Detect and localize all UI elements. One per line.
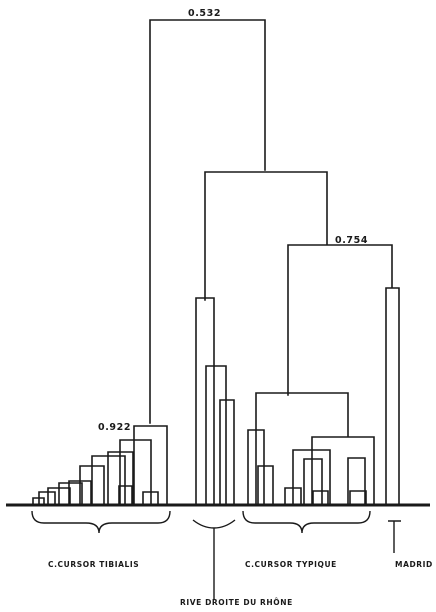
rhone-brace [192, 519, 236, 600]
tibialis-group-label: C.CURSOR TIBIALIS [48, 560, 139, 569]
tibialis-brace [31, 510, 171, 534]
tibialis-node-label: 0.922 [98, 422, 131, 433]
dendrogram-branches [32, 19, 400, 506]
typique-node-label: 0.754 [335, 235, 368, 246]
typique-group-label: C.CURSOR TYPIQUE [245, 560, 337, 569]
rhone-group-label: RIVE DROITE DU RHÔNE [180, 598, 293, 607]
typique-brace [242, 510, 371, 534]
madrid-group-label: MADRID [395, 560, 433, 569]
root-node-label: 0.532 [188, 8, 221, 19]
madrid-marker [388, 520, 401, 553]
